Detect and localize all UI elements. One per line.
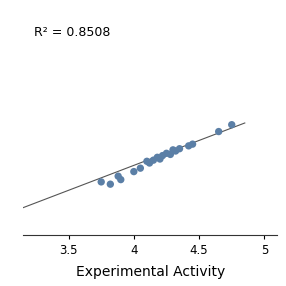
Point [164, 151, 169, 156]
Point [151, 158, 156, 162]
Point [168, 152, 173, 157]
Point [158, 157, 162, 161]
Point [116, 174, 120, 178]
Point [229, 122, 234, 127]
Point [99, 180, 104, 184]
Point [190, 142, 195, 146]
Point [138, 166, 143, 170]
Point [145, 159, 149, 164]
Point [108, 182, 113, 186]
Point [14, 201, 19, 205]
Point [186, 144, 191, 148]
Point [147, 161, 152, 165]
Point [173, 149, 178, 153]
Point [160, 153, 165, 158]
X-axis label: Experimental Activity: Experimental Activity [76, 265, 225, 279]
Point [177, 146, 182, 151]
Point [118, 177, 123, 182]
Point [171, 148, 175, 152]
Point [155, 155, 160, 160]
Point [132, 169, 136, 174]
Point [217, 129, 221, 134]
Text: R² = 0.8508: R² = 0.8508 [34, 26, 111, 39]
